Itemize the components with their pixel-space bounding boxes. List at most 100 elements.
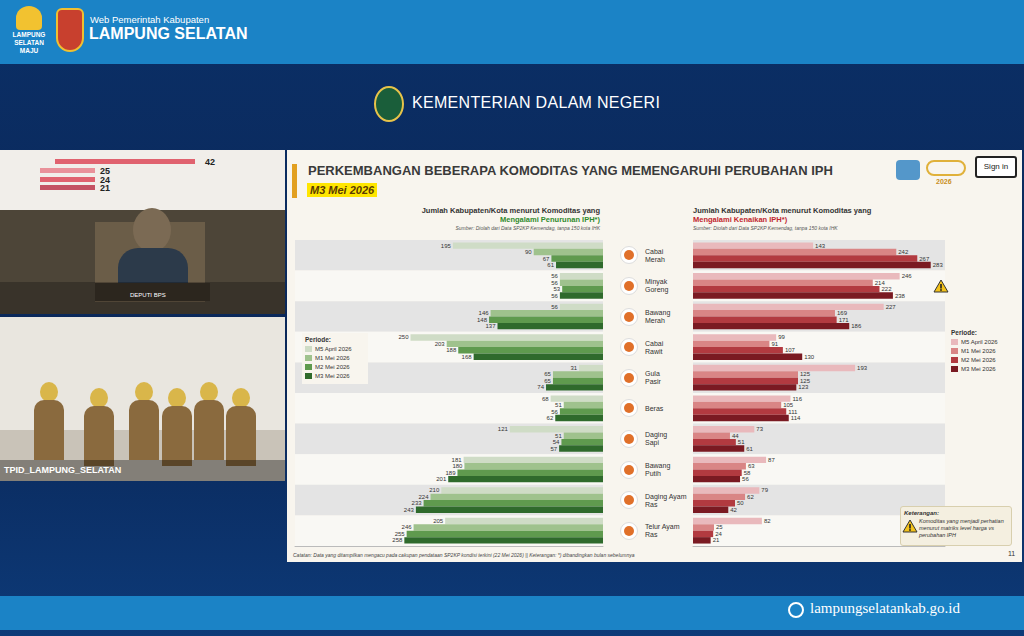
svg-text:62: 62 bbox=[747, 494, 754, 500]
svg-text:181: 181 bbox=[452, 457, 463, 463]
svg-text:Bawang: Bawang bbox=[645, 462, 670, 470]
svg-text:31: 31 bbox=[570, 365, 577, 371]
svg-text:54: 54 bbox=[553, 439, 560, 445]
svg-text:56: 56 bbox=[551, 409, 558, 415]
svg-text:146: 146 bbox=[479, 310, 490, 316]
svg-text:Sapi: Sapi bbox=[645, 439, 659, 447]
svg-text:Gula: Gula bbox=[645, 370, 660, 377]
svg-text:116: 116 bbox=[792, 396, 802, 402]
svg-text:63: 63 bbox=[748, 463, 755, 469]
svg-text:56: 56 bbox=[551, 304, 558, 310]
svg-text:111: 111 bbox=[788, 409, 798, 415]
svg-text:62: 62 bbox=[547, 415, 554, 421]
svg-text:82: 82 bbox=[764, 518, 771, 524]
svg-text:Daging: Daging bbox=[645, 431, 667, 439]
svg-text:Merah: Merah bbox=[645, 256, 665, 263]
svg-text:258: 258 bbox=[392, 537, 403, 543]
svg-text:87: 87 bbox=[768, 457, 775, 463]
svg-text:51: 51 bbox=[555, 433, 562, 439]
svg-text:148: 148 bbox=[477, 317, 488, 323]
svg-text:123: 123 bbox=[798, 384, 809, 390]
svg-text:203: 203 bbox=[435, 341, 446, 347]
svg-text:Minyak: Minyak bbox=[645, 278, 668, 286]
svg-text:201: 201 bbox=[436, 476, 447, 482]
svg-text:91: 91 bbox=[771, 341, 778, 347]
svg-text:Putih: Putih bbox=[645, 470, 661, 477]
svg-text:53: 53 bbox=[554, 286, 561, 292]
svg-text:114: 114 bbox=[791, 415, 801, 421]
svg-text:58: 58 bbox=[744, 470, 751, 476]
svg-text:50: 50 bbox=[737, 500, 744, 506]
svg-text:61: 61 bbox=[547, 262, 554, 268]
svg-text:242: 242 bbox=[898, 249, 909, 255]
svg-text:195: 195 bbox=[441, 243, 452, 249]
svg-text:68: 68 bbox=[542, 396, 549, 402]
svg-text:Daging Ayam: Daging Ayam bbox=[645, 493, 687, 501]
svg-text:74: 74 bbox=[537, 384, 544, 390]
svg-text:246: 246 bbox=[902, 273, 913, 279]
svg-text:57: 57 bbox=[550, 446, 557, 452]
svg-text:Ras: Ras bbox=[645, 501, 658, 508]
svg-text:143: 143 bbox=[815, 243, 826, 249]
svg-text:Rawit: Rawit bbox=[645, 348, 663, 355]
svg-text:65: 65 bbox=[544, 378, 551, 384]
svg-text:21: 21 bbox=[713, 537, 720, 543]
svg-text:Pasir: Pasir bbox=[645, 378, 662, 385]
svg-text:56: 56 bbox=[551, 273, 558, 279]
svg-text:125: 125 bbox=[800, 378, 811, 384]
svg-text:51: 51 bbox=[555, 402, 562, 408]
svg-text:189: 189 bbox=[445, 470, 456, 476]
svg-text:243: 243 bbox=[404, 507, 415, 513]
svg-text:168: 168 bbox=[462, 354, 473, 360]
svg-text:246: 246 bbox=[402, 524, 413, 530]
svg-text:169: 169 bbox=[837, 310, 848, 316]
svg-text:210: 210 bbox=[429, 487, 440, 493]
svg-text:180: 180 bbox=[452, 463, 463, 469]
svg-text:56: 56 bbox=[551, 293, 558, 299]
svg-text:233: 233 bbox=[412, 500, 423, 506]
svg-text:Bawang: Bawang bbox=[645, 309, 670, 317]
svg-text:56: 56 bbox=[742, 476, 749, 482]
svg-text:42: 42 bbox=[730, 507, 737, 513]
svg-text:99: 99 bbox=[778, 334, 785, 340]
svg-text:67: 67 bbox=[543, 256, 550, 262]
svg-text:Merah: Merah bbox=[645, 317, 665, 324]
svg-text:24: 24 bbox=[715, 531, 722, 537]
svg-text:Cabai: Cabai bbox=[645, 248, 664, 255]
svg-text:51: 51 bbox=[738, 439, 745, 445]
svg-text:250: 250 bbox=[398, 334, 409, 340]
svg-text:188: 188 bbox=[446, 347, 457, 353]
svg-text:Beras: Beras bbox=[645, 405, 664, 412]
svg-text:90: 90 bbox=[525, 249, 532, 255]
svg-text:186: 186 bbox=[851, 323, 862, 329]
svg-text:238: 238 bbox=[895, 293, 906, 299]
svg-text:79: 79 bbox=[761, 487, 768, 493]
svg-text:65: 65 bbox=[544, 371, 551, 377]
svg-text:171: 171 bbox=[839, 317, 850, 323]
svg-text:44: 44 bbox=[732, 433, 739, 439]
svg-text:214: 214 bbox=[875, 280, 886, 286]
svg-text:Goreng: Goreng bbox=[645, 286, 668, 294]
svg-text:283: 283 bbox=[933, 262, 944, 268]
svg-text:137: 137 bbox=[485, 323, 496, 329]
svg-text:130: 130 bbox=[804, 354, 815, 360]
svg-text:224: 224 bbox=[419, 494, 430, 500]
svg-text:Cabai: Cabai bbox=[645, 340, 664, 347]
svg-text:267: 267 bbox=[919, 256, 930, 262]
html-text:Komoditas yang menjadi perhati: Komoditas yang menjadi perhatian menurut… bbox=[919, 518, 1004, 538]
svg-text:205: 205 bbox=[433, 518, 444, 524]
svg-text:222: 222 bbox=[881, 286, 892, 292]
svg-text:25: 25 bbox=[716, 524, 723, 530]
svg-text:105: 105 bbox=[783, 402, 794, 408]
svg-text:73: 73 bbox=[756, 426, 763, 432]
svg-text:255: 255 bbox=[395, 531, 406, 537]
svg-text:Ras: Ras bbox=[645, 531, 658, 538]
svg-text:107: 107 bbox=[785, 347, 796, 353]
svg-text:61: 61 bbox=[746, 446, 753, 452]
svg-text:Telur Ayam: Telur Ayam bbox=[645, 523, 680, 531]
svg-text:193: 193 bbox=[857, 365, 868, 371]
svg-text:56: 56 bbox=[551, 280, 558, 286]
svg-text:121: 121 bbox=[498, 426, 509, 432]
svg-text:227: 227 bbox=[886, 304, 897, 310]
svg-text:125: 125 bbox=[800, 371, 811, 377]
